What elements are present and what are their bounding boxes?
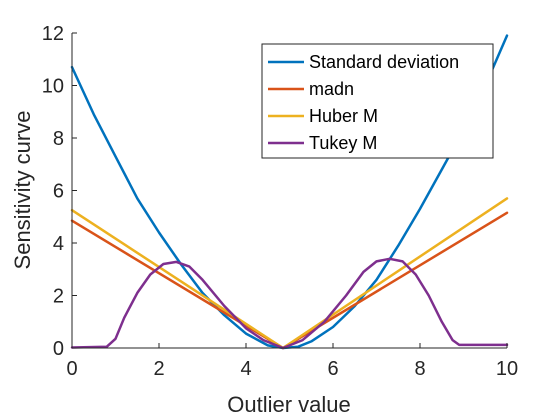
x-tick-label: 0 [66, 358, 77, 380]
x-tick-label: 4 [240, 358, 251, 380]
series-line-4 [70, 257, 509, 350]
legend-label: Huber M [309, 106, 378, 126]
y-tick-label: 2 [53, 286, 64, 308]
y-tick-label: 8 [53, 128, 64, 150]
series-line-2 [70, 211, 509, 350]
ticks: 0 2 4 6 8 10 0 2 4 6 8 10 12 [42, 23, 518, 380]
x-tick-label: 8 [414, 358, 425, 380]
legend-label: madn [309, 79, 354, 99]
series-line-3 [70, 197, 509, 350]
y-tick-label: 0 [53, 338, 64, 360]
series-line-1 [70, 34, 509, 350]
legend: Standard deviation madn Huber M Tukey M [261, 43, 494, 159]
legend-label: Standard deviation [309, 52, 459, 72]
y-tick-label: 6 [53, 181, 64, 203]
y-tick-label: 4 [53, 233, 64, 255]
y-tick-label: 10 [42, 76, 64, 98]
x-axis-label: Outlier value [227, 392, 351, 417]
x-tick-label: 2 [153, 358, 164, 380]
x-tick-label: 6 [327, 358, 338, 380]
y-tick-label: 12 [42, 23, 64, 45]
x-tick-label: 10 [496, 358, 518, 380]
legend-label: Tukey M [309, 133, 377, 153]
y-axis-label: Sensitivity curve [10, 111, 35, 270]
